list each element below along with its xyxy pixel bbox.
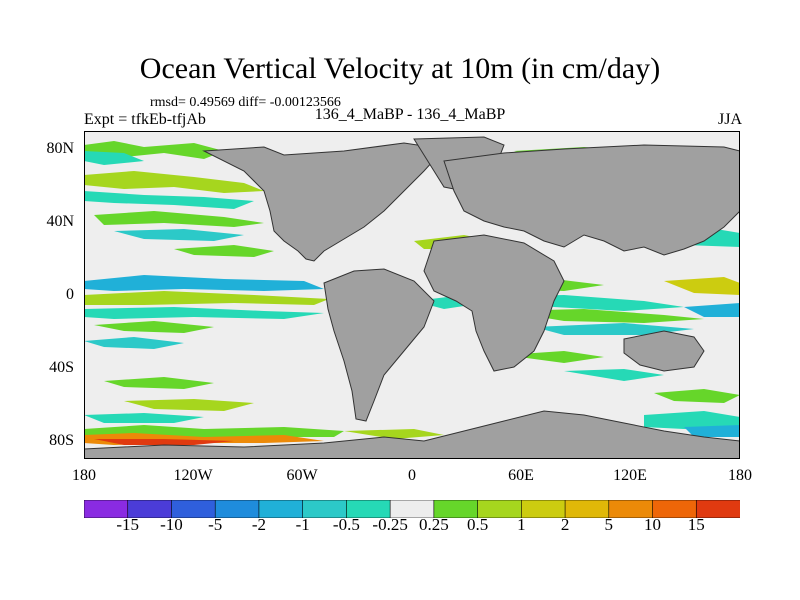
land-mask bbox=[84, 136, 740, 459]
colorbar-label: -0.5 bbox=[332, 515, 360, 534]
colorbar-swatch bbox=[695, 500, 740, 518]
colorbar-label: -15 bbox=[116, 515, 140, 534]
colorbar-label: 2 bbox=[560, 515, 570, 534]
colorbar-label: 0.25 bbox=[418, 515, 449, 534]
colorbar-label: -1 bbox=[295, 515, 310, 534]
colorbar-swatch bbox=[521, 500, 566, 518]
colorbar-label: 15 bbox=[687, 515, 705, 534]
colorbar-label: -0.25 bbox=[372, 515, 408, 534]
stats-line: rmsd= 0.49569 diff= -0.00123566 bbox=[150, 95, 341, 110]
ylabel-40n: 40N bbox=[46, 213, 74, 230]
colorbar bbox=[84, 500, 740, 518]
map-frame bbox=[84, 131, 740, 459]
colorbar-label: -2 bbox=[251, 515, 267, 534]
xlabel-120e: 120E bbox=[613, 467, 647, 484]
colorbar-label: 1 bbox=[517, 515, 526, 534]
colorbar-label: 5 bbox=[604, 515, 614, 534]
ylabel-40s: 40S bbox=[49, 359, 74, 376]
colorbar-label: 0.5 bbox=[466, 515, 489, 534]
colorbar-label: -5 bbox=[208, 515, 223, 534]
season-label: JJA bbox=[717, 111, 742, 128]
xlabel-60e: 60E bbox=[508, 467, 534, 484]
xlabel-180w: 180 bbox=[72, 467, 96, 484]
experiment-label: Expt = tfkEb-tfjAb bbox=[84, 111, 206, 128]
colorbar-label: 10 bbox=[644, 515, 662, 534]
map-panel bbox=[84, 131, 740, 459]
xlabel-60w: 60W bbox=[286, 467, 318, 484]
colorbar-swatch bbox=[564, 500, 610, 518]
xlabel-180e: 180 bbox=[728, 467, 752, 484]
xlabel-120w: 120W bbox=[173, 467, 213, 484]
experiment-name: 136_4_MaBP - 136_4_MaBP bbox=[314, 106, 506, 123]
map-title: Ocean Vertical Velocity at 10m (in cm/da… bbox=[139, 52, 661, 85]
ylabel-80n: 80N bbox=[46, 140, 74, 157]
xlabel-0: 0 bbox=[408, 467, 416, 484]
ylabel-80s: 80S bbox=[49, 432, 74, 449]
ylabel-0: 0 bbox=[66, 286, 74, 303]
colorbar-label: -10 bbox=[160, 515, 183, 534]
